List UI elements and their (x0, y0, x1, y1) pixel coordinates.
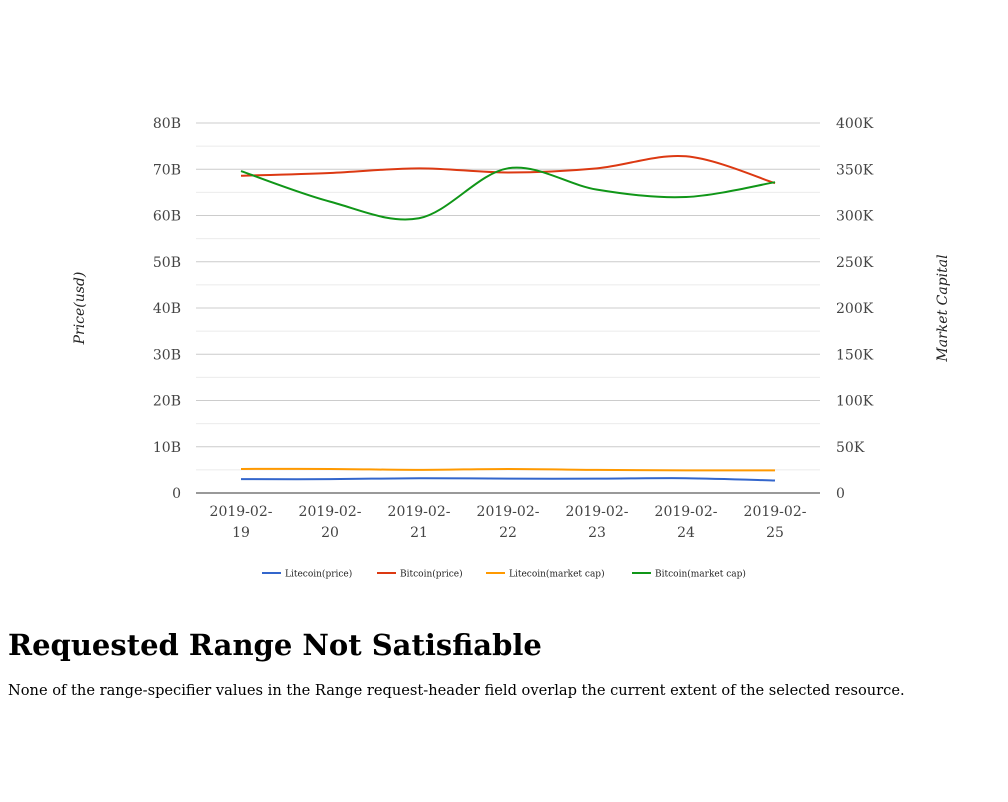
y-left-tick-label: 20B (153, 394, 181, 410)
series-line-litecoin-price (240, 477, 776, 482)
y-left-tick-label: 80B (153, 116, 181, 132)
y-left-tick-label: 0 (172, 486, 181, 502)
y-right-tick-label: 100K (836, 394, 874, 410)
y-left-tick-label: 60B (153, 209, 181, 225)
x-tick-label: 2019-02-24 (655, 504, 718, 541)
y-left-tick-label: 30B (153, 347, 181, 363)
error-title: Requested Range Not Satisfiable (8, 628, 542, 662)
x-tick-label: 2019-02-23 (566, 504, 629, 541)
y-right-tick-label: 200K (836, 301, 874, 317)
error-section: Requested Range Not Satisfiable None of … (8, 628, 1000, 699)
y-right-tick-label: 350K (836, 162, 874, 178)
y-right-tick-label: 300K (836, 209, 874, 225)
y-left-tick-label: 40B (153, 301, 181, 317)
y-left-tick-label: 50B (153, 255, 181, 271)
x-tick-label: 2019-02-20 (299, 504, 362, 541)
x-tick-label: 2019-02-25 (744, 504, 807, 541)
legend-label: Bitcoin(price) (400, 569, 463, 580)
x-tick-label: 2019-02-19 (210, 504, 273, 541)
legend-label: Litecoin(market cap) (509, 569, 605, 580)
y-right-tick-label: 0 (836, 486, 845, 502)
chart: 0 10B 20B 30B 40B 50B 60B 70B 80B 0 50K 100K 150K 200… (72, 116, 951, 580)
x-tick-label: 2019-02-22 (477, 504, 540, 541)
series-line-litecoin-market-cap (240, 467, 776, 472)
y-left-tick-label: 70B (153, 162, 181, 178)
error-message: None of the range-specifier values in th… (8, 682, 905, 699)
series-line-bitcoin-price (240, 154, 776, 185)
y-left-axis-title: Price(usd) (72, 272, 88, 346)
line-chart: 0 10B 20B 30B 40B 50B 60B 70B 80B 0 50K 100K 150K 200… (72, 116, 951, 580)
y-left-tick-label: 10B (153, 440, 181, 456)
y-right-tick-label: 50K (836, 440, 865, 456)
y-right-tick-label: 250K (836, 255, 874, 271)
legend-label: Litecoin(price) (285, 569, 352, 580)
y-right-axis-title: Market Capital (935, 254, 951, 362)
series-line-bitcoin-market-cap (240, 166, 776, 221)
x-tick-label: 2019-02-21 (388, 504, 451, 541)
y-right-tick-label: 150K (836, 347, 874, 363)
y-right-tick-label: 400K (836, 116, 874, 132)
legend-label: Bitcoin(market cap) (655, 569, 746, 580)
